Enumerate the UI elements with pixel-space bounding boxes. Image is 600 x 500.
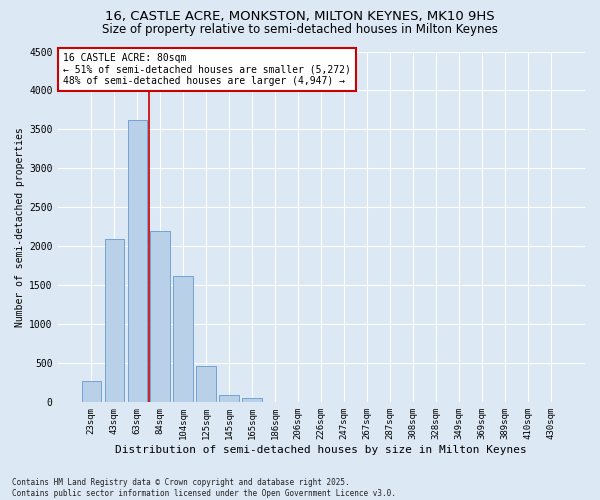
Text: Size of property relative to semi-detached houses in Milton Keynes: Size of property relative to semi-detach… <box>102 22 498 36</box>
X-axis label: Distribution of semi-detached houses by size in Milton Keynes: Distribution of semi-detached houses by … <box>115 445 527 455</box>
Bar <box>173 276 193 402</box>
Bar <box>242 398 262 402</box>
Text: 16 CASTLE ACRE: 80sqm
← 51% of semi-detached houses are smaller (5,272)
48% of s: 16 CASTLE ACRE: 80sqm ← 51% of semi-deta… <box>63 54 350 86</box>
Y-axis label: Number of semi-detached properties: Number of semi-detached properties <box>15 127 25 327</box>
Text: 16, CASTLE ACRE, MONKSTON, MILTON KEYNES, MK10 9HS: 16, CASTLE ACRE, MONKSTON, MILTON KEYNES… <box>105 10 495 23</box>
Text: Contains HM Land Registry data © Crown copyright and database right 2025.
Contai: Contains HM Land Registry data © Crown c… <box>12 478 396 498</box>
Bar <box>220 394 239 402</box>
Bar <box>151 231 170 402</box>
Bar <box>128 120 147 403</box>
Bar <box>196 366 216 402</box>
Bar <box>104 238 124 402</box>
Bar <box>82 380 101 402</box>
